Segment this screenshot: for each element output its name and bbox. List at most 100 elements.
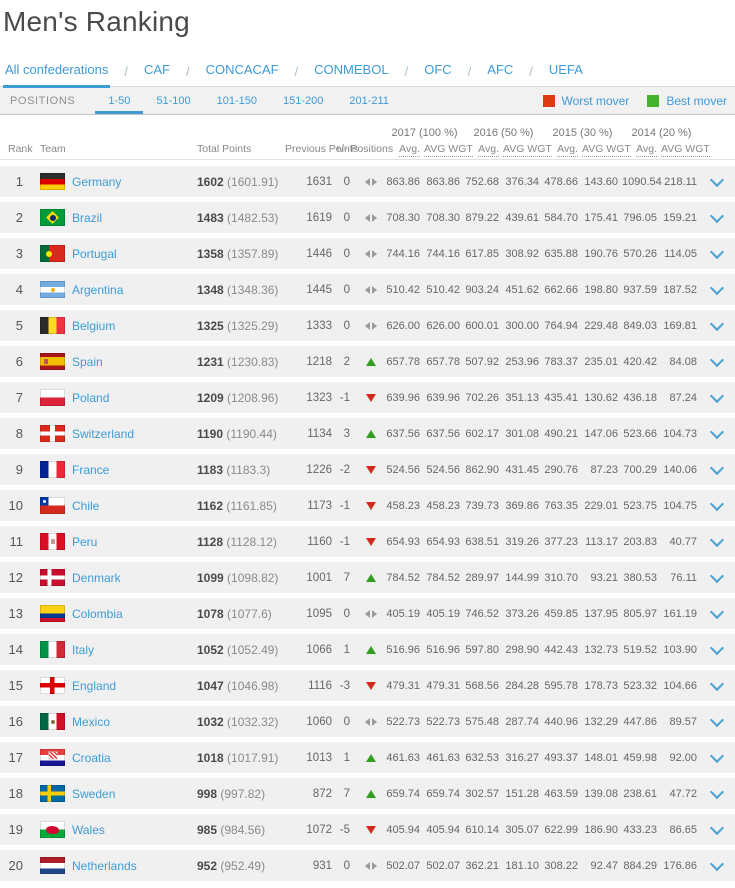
expand-row-button[interactable] <box>701 280 733 295</box>
position-range-tabs: 1-50 51-100 101-150 151-200 201-211 <box>95 87 402 114</box>
points-value-cell: 805.97 <box>623 607 657 620</box>
team-link-argentina[interactable]: Argentina <box>72 282 124 297</box>
points-value-cell: 657.78 <box>426 355 460 368</box>
expand-row-button[interactable] <box>701 352 733 367</box>
points-value-cell: 84.08 <box>669 355 697 368</box>
points-value-cell: 238.61 <box>623 787 657 800</box>
team-link-germany[interactable]: Germany <box>72 174 122 189</box>
points-value-cell: 87.24 <box>669 391 697 404</box>
points-value-cell: 510.42 <box>426 283 460 296</box>
points-value-cell: 584.70 <box>544 211 578 224</box>
points-value-cell: 87.23 <box>590 463 618 476</box>
col-header-2014-avg-wgt[interactable]: AVG WGT <box>661 143 710 157</box>
total-points-cell: 1162 (1161.85) <box>185 499 285 513</box>
team-link-colombia[interactable]: Colombia <box>72 606 123 621</box>
team-link-england[interactable]: England <box>72 678 117 693</box>
expand-row-button[interactable] <box>701 496 733 511</box>
expand-row-button[interactable] <box>701 244 733 259</box>
trend-cell <box>357 609 385 618</box>
expand-row-button[interactable] <box>701 640 733 655</box>
team-link-belgium[interactable]: Belgium <box>72 318 116 333</box>
chevron-down-icon <box>709 280 725 295</box>
team-link-croatia[interactable]: Croatia <box>72 750 111 765</box>
col-header-2015-avg[interactable]: Avg. <box>543 143 582 157</box>
col-header-plus-minus-positions: +/- Positions <box>335 143 394 155</box>
confed-tab-ofc[interactable]: OFC <box>424 62 452 77</box>
total-points-exact: (1017.91) <box>227 750 279 765</box>
column-headers-row: Rank Team Total Points Previous Points +… <box>0 143 735 157</box>
col-header-team: Team <box>40 143 66 155</box>
expand-row-button[interactable] <box>701 784 733 799</box>
team-link-netherlands[interactable]: Netherlands <box>72 858 137 873</box>
flag-cell <box>30 497 72 514</box>
expand-row-button[interactable] <box>701 316 733 331</box>
trend-cell <box>357 573 385 582</box>
team-link-spain[interactable]: Spain <box>72 354 103 369</box>
table-row: 14 Italy 1052 (1052.49) 1066 1 516.96 516.96 59… <box>0 634 735 665</box>
positions-tab-101-150[interactable]: 101-150 <box>216 94 257 107</box>
team-link-switzerland[interactable]: Switzerland <box>72 426 135 441</box>
chevron-down-icon <box>709 352 725 367</box>
confed-tab-caf[interactable]: CAF <box>143 62 170 77</box>
expand-row-button[interactable] <box>701 172 733 187</box>
team-link-denmark[interactable]: Denmark <box>72 570 121 585</box>
expand-row-button[interactable] <box>701 532 733 547</box>
chevron-down-icon <box>709 820 725 835</box>
points-value-cell: 161.19 <box>663 607 697 620</box>
team-link-portugal[interactable]: Portugal <box>72 246 117 261</box>
expand-row-button[interactable] <box>701 388 733 403</box>
confed-tab-all-confederations[interactable]: All confederations <box>3 56 111 88</box>
team-link-mexico[interactable]: Mexico <box>72 714 111 729</box>
position-change-value: 2 <box>343 355 350 368</box>
flag-icon-it <box>40 641 65 658</box>
points-value-cell: 662.66 <box>544 283 578 296</box>
expand-row-button[interactable] <box>701 460 733 475</box>
positions-tab-151-200[interactable]: 151-200 <box>282 94 324 107</box>
team-link-wales[interactable]: Wales <box>72 822 105 837</box>
expand-row-button[interactable] <box>701 820 733 835</box>
positions-tab-1-50[interactable]: 1-50 <box>95 87 143 114</box>
expand-row-button[interactable] <box>701 712 733 727</box>
confed-tab-conmebol[interactable]: CONMEBOL <box>314 62 389 77</box>
expand-row-button[interactable] <box>701 424 733 439</box>
confed-tab-uefa[interactable]: UEFA <box>548 62 583 77</box>
expand-row-button[interactable] <box>701 856 733 871</box>
team-link-sweden[interactable]: Sweden <box>72 786 116 801</box>
rank-cell: 2 <box>15 210 23 225</box>
col-header-2017-avg-wgt[interactable]: AVG WGT <box>424 143 473 157</box>
tab-separator: / <box>404 63 409 79</box>
rank-cell: 6 <box>15 354 23 369</box>
previous-points-cell: 1323 <box>306 391 332 404</box>
team-link-poland[interactable]: Poland <box>72 390 110 405</box>
team-link-italy[interactable]: Italy <box>72 642 95 657</box>
total-points-exact: (1128.12) <box>226 534 277 549</box>
expand-row-button[interactable] <box>701 208 733 223</box>
confed-tab-concacaf[interactable]: CONCACAF <box>205 62 279 77</box>
col-header-2016-avg-wgt[interactable]: AVG WGT <box>503 143 552 157</box>
expand-row-button[interactable] <box>701 568 733 583</box>
expand-row-button[interactable] <box>701 748 733 763</box>
position-change-value: 0 <box>343 283 350 296</box>
col-header-2017-avg[interactable]: Avg. <box>385 143 424 157</box>
worst-mover-swatch-icon <box>542 94 555 107</box>
position-change-value: -3 <box>339 679 350 692</box>
team-link-chile[interactable]: Chile <box>72 498 100 513</box>
flag-icon-nl <box>40 857 65 874</box>
positions-tab-51-100[interactable]: 51-100 <box>156 94 191 107</box>
tab-separator: / <box>529 63 533 79</box>
col-header-2016-avg[interactable]: Avg. <box>464 143 503 157</box>
col-header-rank: Rank <box>8 143 33 155</box>
team-link-peru[interactable]: Peru <box>72 534 98 549</box>
points-value-cell: 198.80 <box>584 283 618 296</box>
confed-tab-afc[interactable]: AFC <box>487 62 514 77</box>
team-link-france[interactable]: France <box>72 462 110 477</box>
positions-tab-201-211[interactable]: 201-211 <box>349 94 389 107</box>
col-header-2014-avg[interactable]: Avg. <box>622 143 661 157</box>
expand-row-button[interactable] <box>701 676 733 691</box>
expand-row-button[interactable] <box>701 604 733 619</box>
team-link-brazil[interactable]: Brazil <box>72 210 103 225</box>
flag-cell <box>30 209 72 226</box>
col-header-2015-avg-wgt[interactable]: AVG WGT <box>582 143 631 157</box>
flag-icon-pt <box>40 245 65 262</box>
points-value-cell: 617.85 <box>465 247 499 260</box>
